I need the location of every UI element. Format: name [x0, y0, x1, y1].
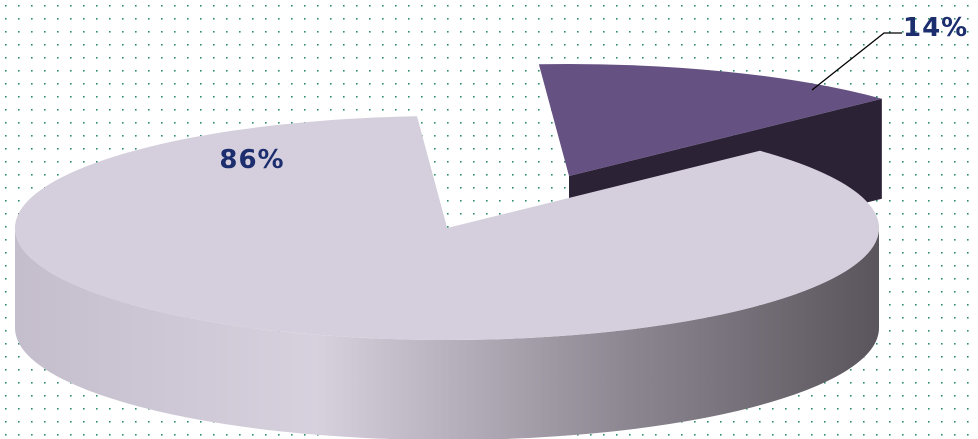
pie-slice-1-top	[15, 116, 879, 341]
pie-slice-2-top	[538, 64, 882, 176]
pie-slice-1	[15, 116, 879, 439]
data-label-2: 14%	[903, 13, 968, 43]
leader-line-2	[811, 32, 902, 91]
pie-slice-1-rim	[15, 228, 879, 439]
data-label-1: 86%	[219, 145, 284, 175]
